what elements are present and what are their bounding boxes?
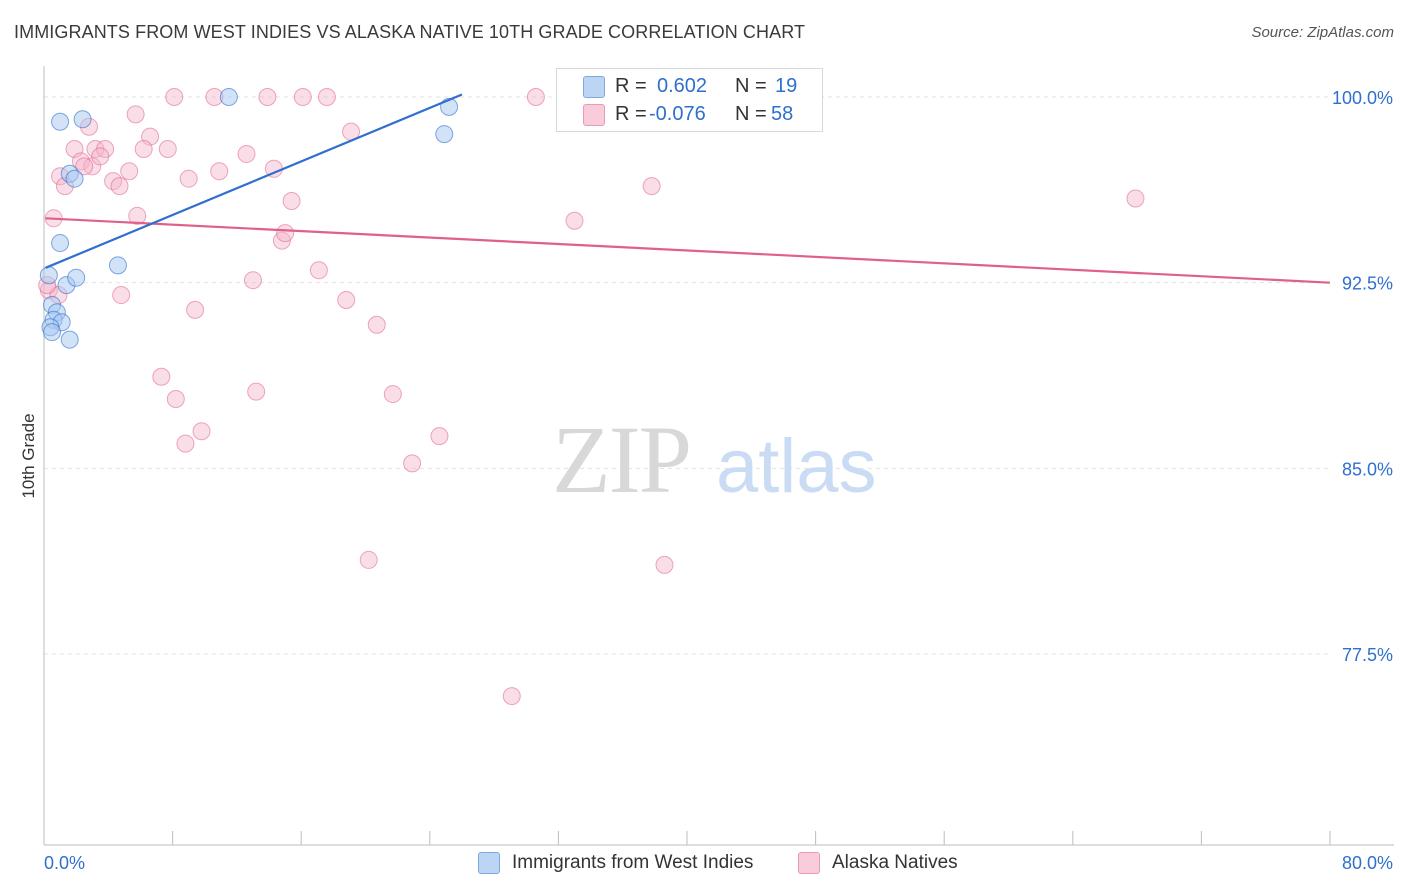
data-point-west-indies	[39, 266, 58, 285]
data-point-west-indies	[51, 234, 70, 253]
data-point-alaska-natives	[247, 382, 266, 401]
grid-lines	[44, 96, 1330, 655]
data-point-alaska-natives	[128, 206, 147, 225]
data-point-alaska-natives	[309, 261, 328, 280]
data-point-west-indies	[108, 256, 127, 275]
data-point-alaska-natives	[655, 555, 674, 574]
data-point-alaska-natives	[565, 211, 584, 230]
legend-row-alaska-natives: R = -0.076 N = 58	[557, 100, 822, 128]
data-point-alaska-natives	[110, 177, 129, 196]
source-label: Source: ZipAtlas.com	[1251, 24, 1394, 41]
y-tick-label: 77.5%	[1342, 645, 1393, 665]
trend-line-west-indies	[45, 93, 463, 269]
series-alaska-natives	[38, 88, 1145, 706]
bottom-legend-swatch-pink	[798, 852, 820, 874]
chart-title: IMMIGRANTS FROM WEST INDIES VS ALASKA NA…	[14, 22, 806, 42]
data-point-alaska-natives	[165, 88, 184, 106]
bottom-legend-west-indies: Immigrants from West Indies	[478, 852, 753, 874]
data-point-west-indies	[65, 169, 84, 188]
legend-r-label: R =	[615, 74, 647, 97]
legend-swatch-pink	[583, 104, 605, 126]
data-point-alaska-natives	[430, 427, 449, 446]
data-point-alaska-natives	[210, 162, 229, 181]
data-point-alaska-natives	[158, 139, 177, 158]
data-point-alaska-natives	[192, 422, 211, 441]
data-point-alaska-natives	[75, 157, 94, 176]
data-point-alaska-natives	[403, 454, 422, 473]
y-tick-label: 92.5%	[1342, 274, 1393, 294]
watermark: ZIP atlas	[552, 406, 877, 513]
legend-n-value: 19	[775, 74, 798, 97]
bottom-legend-label: Alaska Natives	[832, 852, 958, 873]
y-axis-title: 10th Grade	[19, 413, 38, 498]
data-point-alaska-natives	[152, 367, 171, 386]
data-point-alaska-natives	[642, 177, 661, 196]
data-point-alaska-natives	[337, 290, 356, 309]
data-point-alaska-natives	[166, 390, 185, 409]
correlation-legend: R = 0.602 N = 19 R = -0.076 N = 58	[556, 68, 823, 132]
axes	[43, 66, 1394, 846]
data-point-west-indies	[43, 323, 62, 342]
data-point-alaska-natives	[282, 191, 301, 210]
series-west-indies	[39, 88, 459, 349]
data-point-alaska-natives	[120, 162, 139, 181]
data-point-west-indies	[60, 330, 79, 349]
data-point-alaska-natives	[179, 169, 198, 188]
data-point-alaska-natives	[134, 139, 153, 158]
data-point-alaska-natives	[237, 144, 256, 163]
bottom-legend-label: Immigrants from West Indies	[512, 852, 754, 873]
y-tick-label: 85.0%	[1342, 459, 1393, 479]
data-point-west-indies	[67, 268, 86, 287]
axis-labels: 77.5% 85.0% 92.5% 100.0% 0.0% 80.0% 10th Grade	[19, 88, 1393, 873]
legend-r-value: -0.076	[649, 102, 706, 125]
data-point-alaska-natives	[1126, 189, 1145, 208]
data-point-alaska-natives	[502, 687, 521, 706]
x-tick-label: 0.0%	[44, 853, 85, 873]
watermark-atlas: atlas	[716, 424, 877, 509]
data-point-alaska-natives	[317, 88, 336, 106]
bottom-legend-swatch-blue	[478, 852, 500, 874]
data-point-alaska-natives	[383, 385, 402, 404]
y-tick-label: 100.0%	[1332, 88, 1393, 108]
data-point-alaska-natives	[526, 88, 545, 106]
data-point-west-indies	[51, 112, 70, 131]
legend-n-label: N =	[735, 102, 767, 125]
data-point-west-indies	[435, 125, 454, 144]
trend-line-alaska-natives	[45, 217, 1331, 284]
legend-swatch-blue	[583, 76, 605, 98]
data-point-alaska-natives	[112, 286, 131, 305]
legend-row-west-indies: R = 0.602 N = 19	[557, 72, 822, 100]
data-point-alaska-natives	[359, 550, 378, 569]
data-point-alaska-natives	[293, 88, 312, 106]
data-point-west-indies	[219, 88, 238, 106]
trend-lines	[45, 93, 1331, 284]
data-point-alaska-natives	[186, 300, 205, 319]
data-point-alaska-natives	[367, 315, 386, 334]
bottom-legend: Immigrants from West Indies Alaska Nativ…	[0, 852, 1406, 878]
legend-n-value: 58	[771, 102, 794, 125]
data-point-alaska-natives	[243, 271, 262, 290]
data-point-alaska-natives	[71, 152, 90, 171]
legend-n-label: N =	[735, 74, 767, 97]
data-point-west-indies	[73, 110, 92, 129]
legend-r-value: 0.602	[657, 74, 708, 97]
legend-r-label: R =	[615, 102, 647, 125]
data-point-alaska-natives	[91, 147, 110, 166]
bottom-legend-alaska-natives: Alaska Natives	[798, 852, 958, 874]
x-tick-label: 80.0%	[1342, 853, 1393, 873]
watermark-zip: ZIP	[552, 406, 690, 513]
data-point-alaska-natives	[126, 105, 145, 124]
data-point-alaska-natives	[176, 434, 195, 453]
data-point-alaska-natives	[258, 88, 277, 106]
data-point-alaska-natives	[276, 224, 295, 243]
